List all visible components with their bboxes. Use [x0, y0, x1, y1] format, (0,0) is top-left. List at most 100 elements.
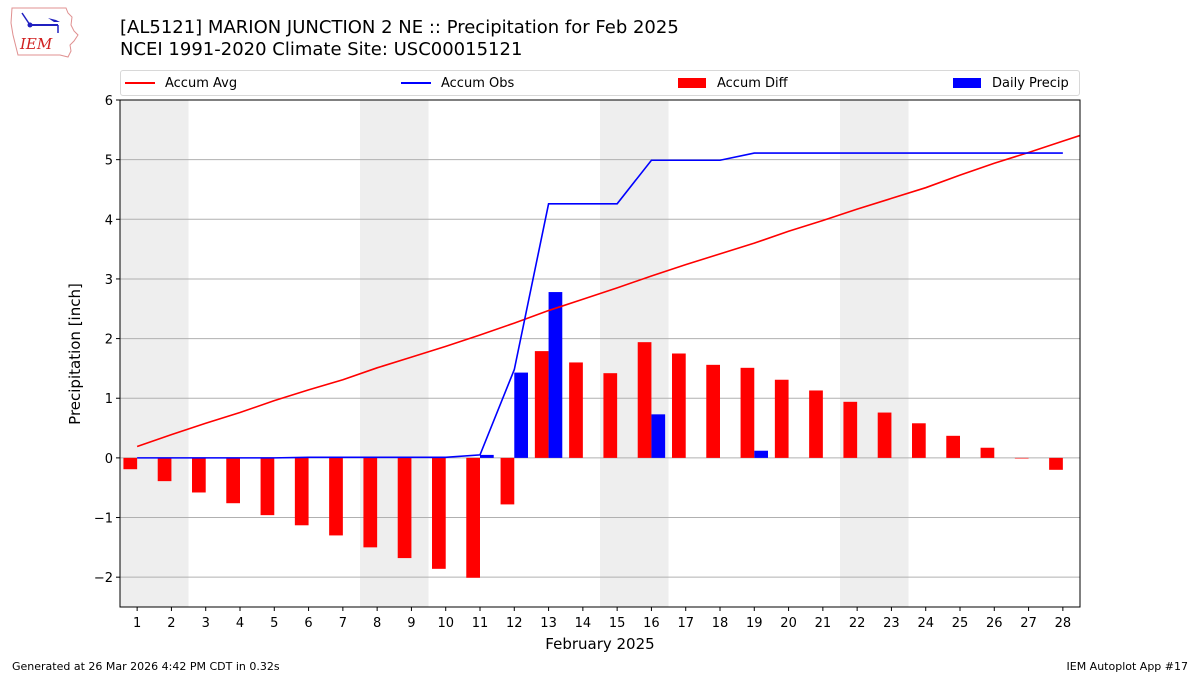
- y-tick-label: 6: [105, 94, 113, 109]
- accum-diff-bar: [363, 457, 378, 548]
- legend-label-daily-precip: Daily Precip: [992, 75, 1069, 91]
- accum-diff-bar: [157, 457, 172, 482]
- x-tick-label: 20: [780, 616, 797, 631]
- legend-item-accum-diff: Accum Diff: [678, 71, 788, 95]
- chart-title: [AL5121] MARION JUNCTION 2 NE :: Precipi…: [120, 17, 679, 38]
- x-tick-label: 12: [506, 616, 523, 631]
- accum-diff-bar: [397, 457, 412, 559]
- x-tick-label: 1: [133, 616, 141, 631]
- x-tick-label: 10: [437, 616, 454, 631]
- accum-diff-bar: [534, 351, 549, 458]
- accum-obs-line: [137, 152, 1063, 459]
- accum-diff-bar: [980, 447, 995, 458]
- daily-precip-bar: [514, 372, 528, 458]
- x-tick-label: 14: [575, 616, 592, 631]
- accum-diff-bar: [500, 457, 515, 505]
- x-tick-label: 5: [270, 616, 278, 631]
- accum-diff-bar: [329, 457, 343, 536]
- accum-diff-bar: [843, 401, 858, 458]
- iem-logo-icon: IEM: [10, 7, 79, 58]
- x-tick-label: 9: [407, 616, 415, 631]
- gridlines: [120, 99, 1080, 578]
- y-axis: −2 −1 0 1 2 3 4 5 6: [94, 94, 120, 586]
- weekend-band: [600, 100, 669, 607]
- legend-swatch-accum-obs: [401, 82, 431, 84]
- accum-diff-bar: [123, 457, 138, 470]
- accum-diff-bar: [466, 457, 480, 578]
- daily-precip-bar: [480, 454, 494, 458]
- legend-item-daily-precip: Daily Precip: [953, 71, 1069, 95]
- lines: [136, 134, 1080, 459]
- x-tick-label: 24: [917, 616, 934, 631]
- accum-diff-bar: [294, 457, 309, 526]
- x-tick-label: 3: [202, 616, 210, 631]
- legend-label-accum-avg: Accum Avg: [165, 75, 238, 91]
- y-tick-label: 0: [105, 452, 113, 467]
- x-tick-label: 22: [849, 616, 866, 631]
- accum-diff-bar: [706, 364, 720, 458]
- accum-diff-bar: [774, 379, 789, 458]
- y-tick-label: 3: [105, 273, 113, 288]
- y-tick-label: 4: [105, 213, 113, 228]
- x-tick-label: 7: [339, 616, 347, 631]
- x-tick-label: 25: [952, 616, 969, 631]
- accum-diff-bar: [912, 423, 926, 458]
- daily-precip-bar: [651, 414, 666, 458]
- x-axis: 1 2 3 4 5 6 7 8 9 10 11 12 13 14 15 16 17 18 19 20 21 22 23 24 2…: [133, 607, 1071, 631]
- accum-diff-bar: [637, 342, 652, 458]
- x-tick-label: 18: [712, 616, 729, 631]
- y-tick-label: −1: [94, 512, 113, 527]
- daily-precip-bar: [548, 292, 563, 458]
- bars: [123, 292, 1063, 578]
- x-tick-label: 27: [1020, 616, 1037, 631]
- accum-diff-bar: [1049, 457, 1063, 470]
- x-tick-label: 13: [540, 616, 557, 631]
- y-axis-label: Precipitation [inch]: [66, 283, 84, 425]
- x-axis-label: February 2025: [545, 635, 654, 653]
- weekend-shading: [120, 100, 909, 607]
- x-tick-label: 11: [472, 616, 489, 631]
- footer-generated: Generated at 26 Mar 2026 4:42 PM CDT in …: [12, 660, 280, 673]
- accum-diff-bar: [877, 412, 892, 458]
- y-tick-label: −2: [94, 571, 113, 586]
- x-tick-label: 4: [236, 616, 244, 631]
- accum-diff-bar: [946, 435, 960, 458]
- x-tick-label: 23: [883, 616, 900, 631]
- legend: Accum Avg Accum Obs Accum Diff Daily Pre…: [120, 70, 1080, 96]
- weekend-band: [840, 100, 909, 607]
- legend-label-accum-obs: Accum Obs: [441, 75, 515, 91]
- x-tick-label: 19: [746, 616, 763, 631]
- daily-precip-bar: [754, 450, 768, 458]
- legend-swatch-accum-avg: [125, 82, 155, 84]
- x-tick-label: 16: [643, 616, 660, 631]
- svg-text:IEM: IEM: [19, 35, 53, 53]
- x-tick-label: 21: [815, 616, 832, 631]
- legend-swatch-accum-diff: [678, 78, 706, 88]
- x-tick-label: 26: [986, 616, 1003, 631]
- accum-diff-bar: [260, 457, 275, 516]
- x-tick-label: 17: [677, 616, 694, 631]
- accum-diff-bar: [672, 353, 686, 458]
- accum-diff-bar: [569, 362, 583, 458]
- footer-app: IEM Autoplot App #17: [1066, 660, 1189, 673]
- accum-diff-bar: [603, 373, 618, 458]
- accum-diff-bar: [192, 457, 206, 493]
- legend-item-accum-avg: Accum Avg: [125, 71, 237, 95]
- x-tick-label: 2: [167, 616, 175, 631]
- accum-diff-bar: [740, 367, 755, 458]
- accum-diff-bar: [226, 457, 240, 504]
- legend-swatch-daily-precip: [953, 78, 981, 88]
- accum-avg-line: [136, 134, 1080, 448]
- y-tick-label: 1: [105, 392, 113, 407]
- y-tick-label: 2: [105, 333, 113, 348]
- x-tick-label: 6: [304, 616, 312, 631]
- chart-subtitle: NCEI 1991-2020 Climate Site: USC00015121: [120, 39, 523, 60]
- x-tick-label: 15: [609, 616, 626, 631]
- legend-label-accum-diff: Accum Diff: [717, 75, 788, 91]
- accum-diff-bar: [432, 457, 446, 569]
- plot-frame: [119, 99, 1081, 608]
- weekend-band: [120, 100, 189, 607]
- accum-diff-bar: [809, 390, 823, 458]
- x-tick-label: 28: [1055, 616, 1072, 631]
